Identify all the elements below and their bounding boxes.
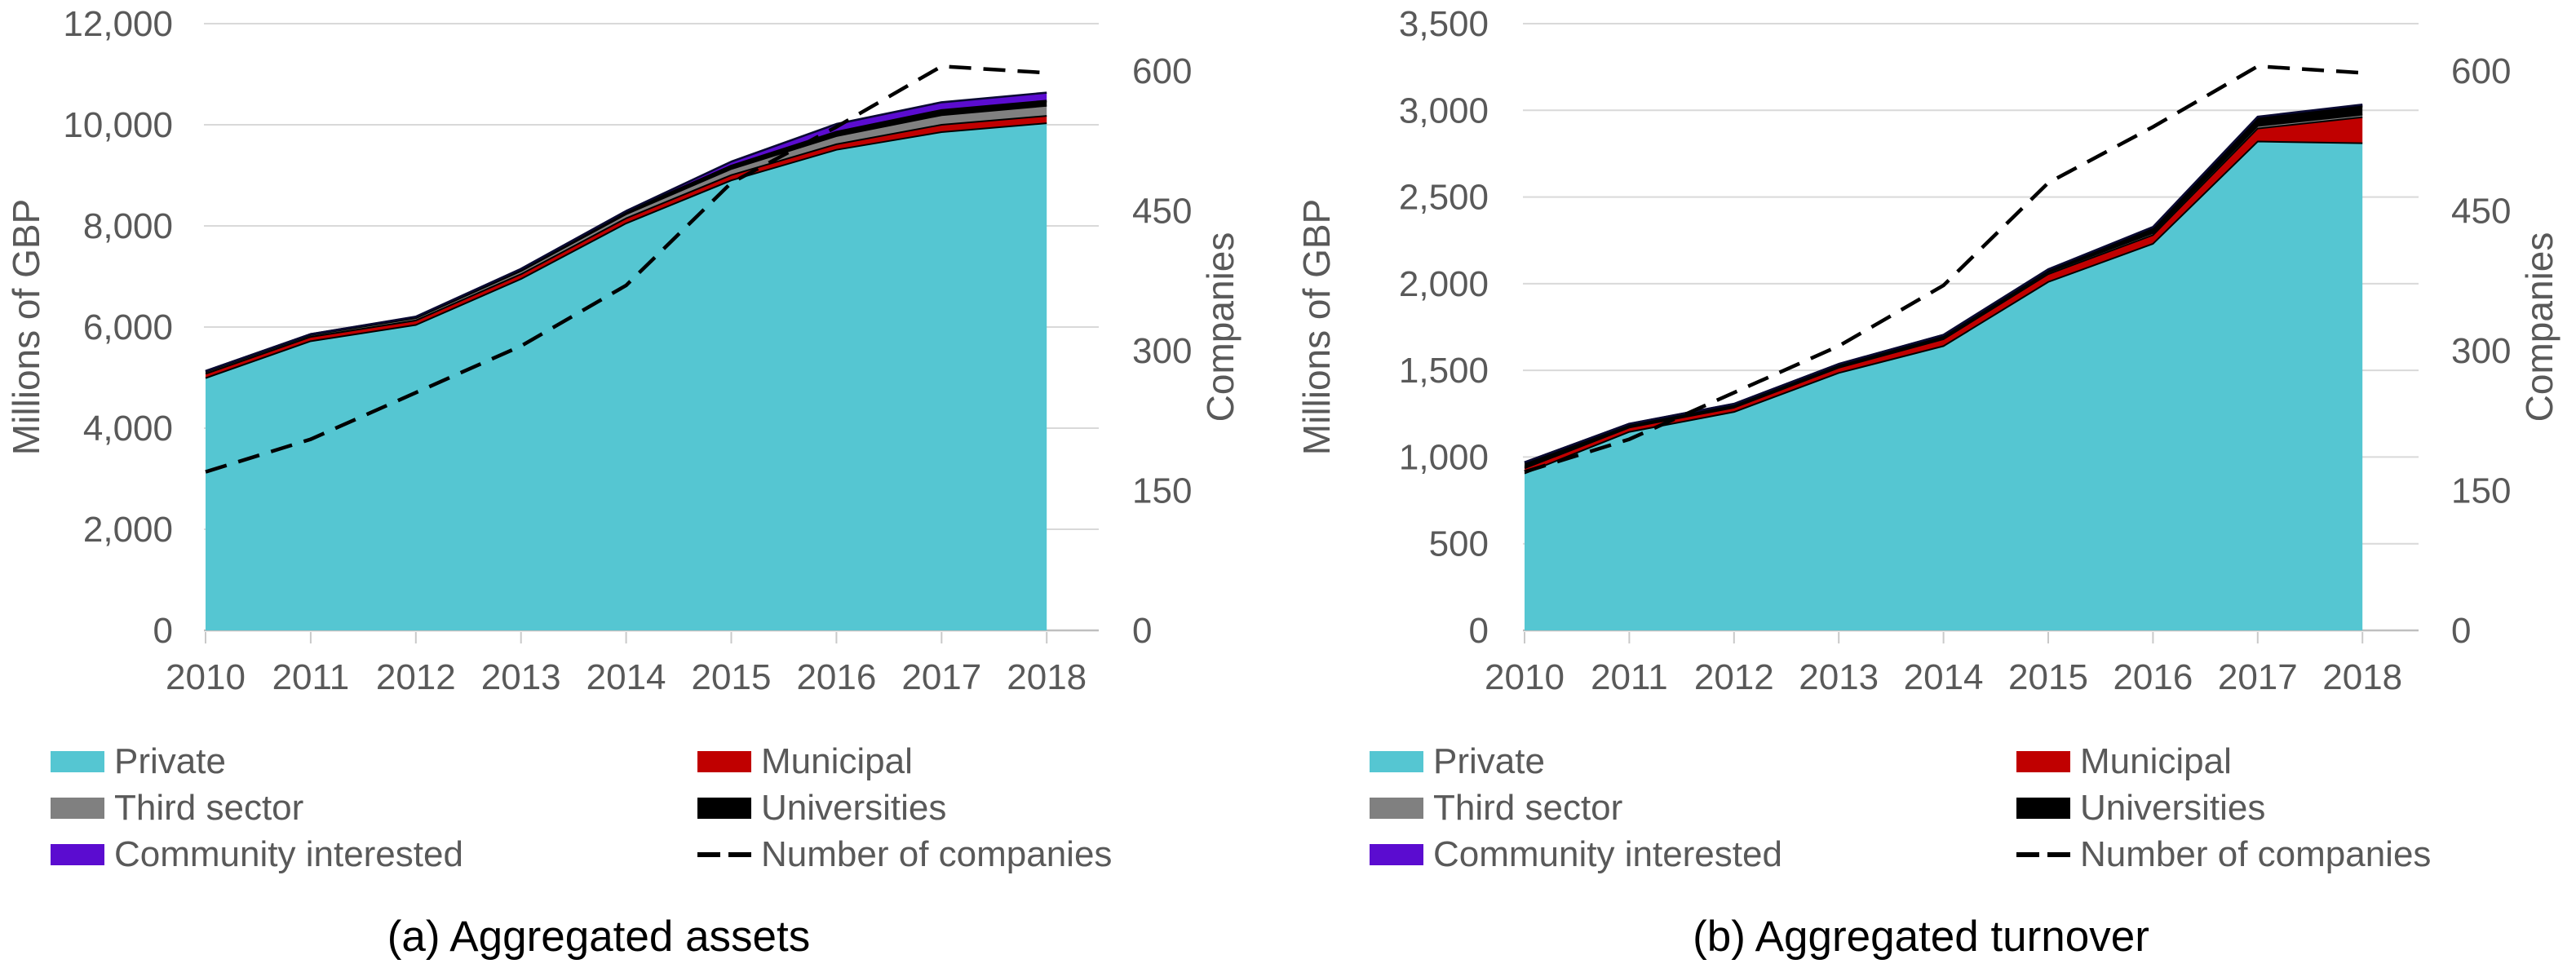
y2-axis-tick-label: 0 (2451, 611, 2471, 651)
y-axis-tick-label: 1,000 (1399, 437, 1489, 477)
y-axis-tick-label: 12,000 (63, 4, 173, 44)
boundary-community-interested (205, 91, 1047, 373)
boundary-municipal (205, 115, 1047, 375)
y-axis-tick-label: 8,000 (83, 206, 173, 246)
chart-aggregated-assets: 0 2,000 4,000 6,000 8,000 10,000 12,000 0 150 300… (5, 4, 1242, 697)
area-private (206, 123, 1047, 630)
y2-axis-tick-label: 450 (1132, 192, 1192, 232)
y-axis-tick-label: 2,000 (83, 510, 173, 550)
x-axis-tick-label: 2017 (2218, 657, 2298, 697)
y-axis-tick-label: 0 (153, 611, 173, 651)
x-axis-tick-label: 2015 (692, 657, 772, 697)
x-axis-tick-label: 2011 (1591, 657, 1668, 697)
y2-axis-tick-label: 150 (1132, 471, 1192, 511)
x-axis-tick-label: 2018 (2322, 657, 2402, 697)
chart-aggregated-turnover: 0 500 1,000 1,500 2,000 2,500 3,000 3,500 0 150 30… (1295, 4, 2561, 697)
y2-axis-tick-label: 150 (2451, 471, 2511, 511)
y-axis-tick-label: 1,500 (1399, 351, 1489, 391)
x-axis-tick-label: 2013 (1799, 657, 1879, 697)
x-axis-tick-label: 2013 (481, 657, 561, 697)
boundary-third-sector (1524, 113, 2363, 468)
x-axis-tick-label: 2012 (1694, 657, 1774, 697)
y2-axis-tick-label: 600 (2451, 51, 2511, 91)
x-axis-tick-label: 2010 (1485, 657, 1565, 697)
y-axis-tick-label: 2,500 (1399, 178, 1489, 218)
y-axis-tick-label: 2,000 (1399, 264, 1489, 304)
companies-dashed-line (205, 64, 1047, 474)
x-axis-tick-label: 2017 (901, 657, 981, 697)
y2-axis-tick-label: 600 (1132, 51, 1192, 91)
x-axis-tick-label: 2018 (1007, 657, 1087, 697)
x-axis-tick-label: 2014 (586, 657, 666, 697)
y-axis-tick-label: 4,000 (83, 409, 173, 449)
y2-axis-tick-label: 300 (1132, 331, 1192, 371)
caption-aggregated-turnover: (b) Aggregated turnover (1693, 913, 2149, 961)
y2-axis-tick-label: 0 (1132, 611, 1152, 651)
y2-axis-tick-label: 450 (2451, 192, 2511, 232)
y2-axis-title: Companies (1199, 232, 1242, 422)
area-private (1525, 141, 2363, 630)
boundary-community-interested (1524, 103, 2363, 464)
y-axis-title: Millions of GBP (1295, 199, 1338, 455)
y2-axis-title: Companies (2518, 232, 2561, 422)
x-axis-tick-label: 2010 (166, 657, 246, 697)
x-axis-tick-label: 2011 (272, 657, 350, 697)
y-axis-tick-label: 6,000 (83, 307, 173, 347)
x-axis-tick-label: 2014 (1904, 657, 1984, 697)
x-axis-tick-label: 2016 (2113, 657, 2193, 697)
area-municipal (1525, 117, 2363, 474)
y-axis-tick-label: 500 (1429, 524, 1489, 564)
y-axis-tick-label: 3,500 (1399, 4, 1489, 44)
caption-aggregated-assets: (a) Aggregated assets (387, 913, 811, 961)
x-axis-tick-label: 2012 (376, 657, 456, 697)
x-axis-tick-label: 2016 (796, 657, 876, 697)
y2-axis-tick-label: 300 (2451, 331, 2511, 371)
y-axis-tick-label: 0 (1469, 611, 1489, 651)
boundary-municipal (1524, 116, 2363, 470)
y-axis-tick-label: 10,000 (63, 105, 173, 145)
companies-dashed-line (1524, 64, 2363, 474)
x-axis-tick-label: 2015 (2008, 657, 2088, 697)
y-axis-title: Millions of GBP (5, 199, 47, 455)
y-axis-tick-label: 3,000 (1399, 91, 1489, 130)
boundary-private (205, 122, 1047, 379)
